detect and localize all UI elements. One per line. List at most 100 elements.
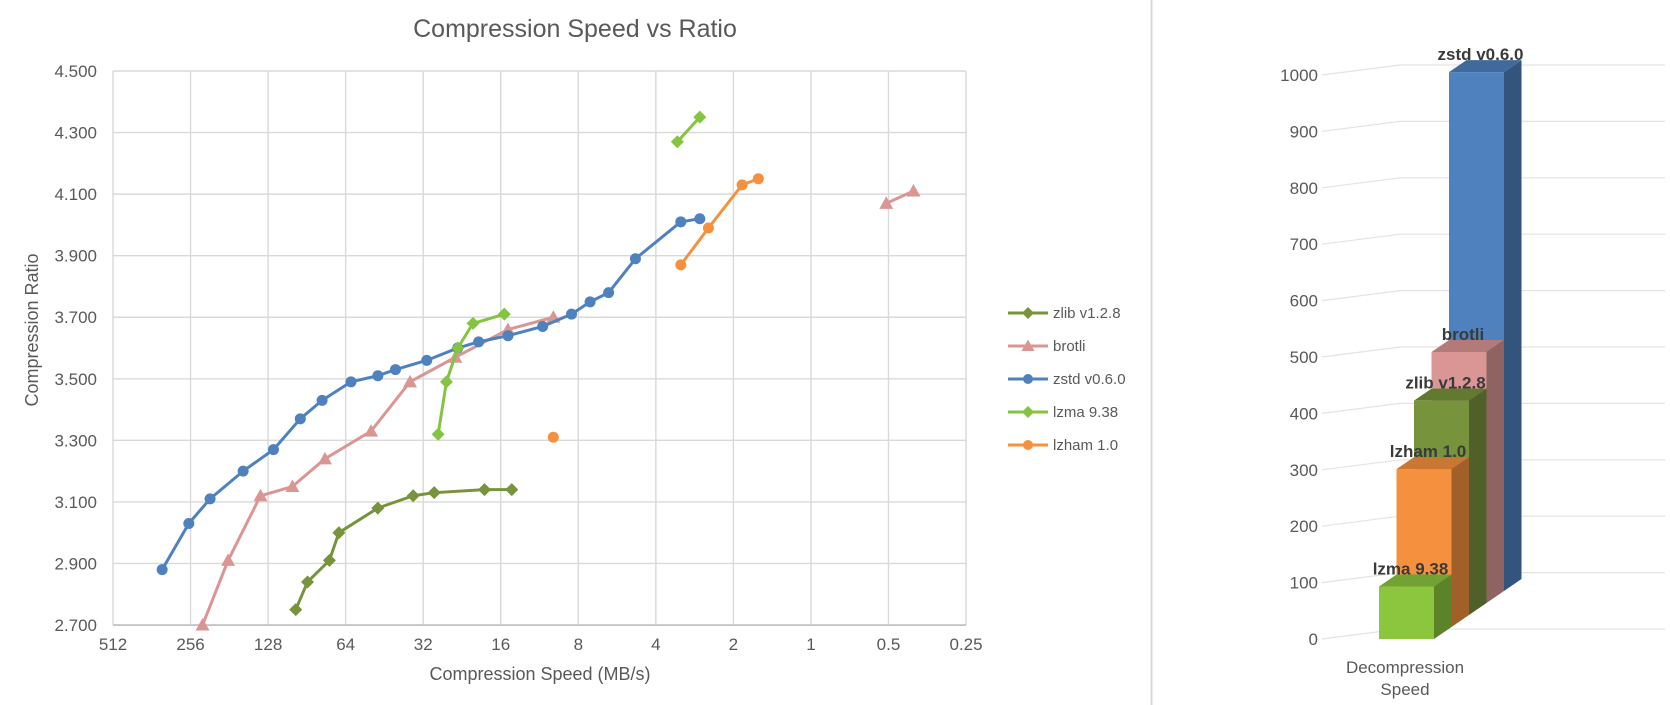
bar-gridlines [1321, 64, 1665, 640]
data-point-marker [547, 431, 559, 443]
bar-y-tick-label: 0 [1309, 630, 1318, 649]
data-point-marker [332, 526, 346, 540]
x-tick-label: 64 [336, 635, 355, 654]
scatter-tick-labels: 512 256 128 64 32 16 8 4 2 1 0.5 0.25 2.700 2.900 3.10… [54, 62, 982, 654]
data-point-marker [497, 307, 511, 321]
bar-y-tick-label: 100 [1290, 574, 1318, 593]
bar-gridline [1321, 628, 1665, 640]
bar-side-face [1451, 457, 1469, 627]
y-tick-label: 3.700 [54, 308, 97, 327]
x-tick-label: 128 [254, 635, 282, 654]
data-point-marker [736, 179, 748, 191]
legend-item-brotli: brotli [1008, 338, 1086, 355]
x-tick-label: 256 [176, 635, 204, 654]
x-tick-label: 512 [99, 635, 127, 654]
data-point-marker [317, 451, 332, 465]
data-point-marker [195, 618, 210, 631]
bar-gridline [1321, 177, 1665, 189]
legend-item-lzham-1-0: lzham 1.0 [1008, 437, 1118, 454]
data-point-marker [439, 375, 453, 389]
bar-x-axis-label-line1: Decompression [1346, 658, 1464, 677]
series-lzma-9-38 [431, 110, 707, 441]
y-tick-label: 3.300 [54, 431, 97, 450]
bar-gridline [1321, 290, 1665, 302]
x-tick-label: 1 [806, 635, 815, 654]
data-point-marker [879, 196, 894, 209]
y-tick-label: 2.900 [54, 554, 97, 573]
legend-item-zlib-v1-2-8: zlib v1.2.8 [1008, 305, 1121, 322]
y-tick-label: 4.500 [54, 62, 97, 81]
bar-top-face [1431, 340, 1504, 353]
data-point-marker [752, 173, 764, 185]
bar-category-label: brotli [1442, 325, 1485, 344]
data-point-marker [702, 222, 714, 234]
bar-top-face [1396, 457, 1469, 470]
bar-gridline [1321, 64, 1665, 76]
data-point-marker [322, 553, 336, 567]
data-point-marker [421, 354, 433, 366]
bar-side-face [1486, 340, 1504, 603]
x-tick-label: 16 [491, 635, 510, 654]
data-point-marker [289, 603, 303, 617]
x-tick-label: 0.25 [950, 635, 983, 654]
bar-category-label: zlib v1.2.8 [1405, 374, 1485, 393]
bar-y-tick-label: 200 [1290, 517, 1318, 536]
data-point-marker [1022, 406, 1034, 418]
x-tick-label: 32 [414, 635, 433, 654]
data-point-marker [505, 483, 519, 497]
data-point-marker [372, 370, 384, 382]
data-point-marker [294, 413, 306, 425]
data-point-marker [253, 488, 268, 502]
bar-gridline [1321, 346, 1665, 358]
legend-label: lzham 1.0 [1053, 437, 1118, 454]
data-point-marker [675, 259, 687, 271]
x-tick-label: 0.5 [877, 635, 901, 654]
bar-y-tick-label: 900 [1290, 122, 1318, 141]
bar-side-face [1434, 574, 1452, 639]
data-point-marker [466, 316, 480, 330]
series-line [294, 488, 512, 611]
data-point-marker [906, 184, 921, 197]
bar-lzma-9-38 [1379, 574, 1452, 639]
data-point-marker [537, 320, 549, 332]
bar-category-label: zstd v0.6.0 [1438, 45, 1524, 64]
data-point-marker [675, 216, 687, 228]
legend-label: zstd v0.6.0 [1053, 371, 1126, 388]
data-point-marker [204, 493, 216, 505]
data-point-marker [301, 575, 315, 589]
bar-y-tick-label: 600 [1290, 292, 1318, 311]
data-point-marker [694, 213, 706, 225]
x-tick-label: 8 [574, 635, 583, 654]
x-tick-label: 4 [651, 635, 660, 654]
series-lzham-1-0 [547, 173, 764, 443]
scatter-title: Compression Speed vs Ratio [413, 15, 737, 43]
bar-y-tick-label: 1000 [1280, 66, 1318, 85]
data-point-marker [371, 501, 385, 515]
legend-label: brotli [1053, 338, 1086, 355]
scatter-legend: zlib v1.2.8 brotli zstd v0.6.0 lzma 9.38 lzh… [1008, 305, 1126, 454]
bar-side-face [1504, 60, 1522, 592]
data-point-marker [345, 376, 357, 388]
bar-front-face [1379, 586, 1434, 639]
bar-top-face [1379, 574, 1452, 587]
legend-label: lzma 9.38 [1053, 404, 1118, 421]
bar-x-axis-label-line2: Speed [1380, 680, 1429, 699]
series-line [436, 312, 505, 435]
data-point-marker [285, 479, 300, 493]
scatter-y-axis-title: Compression Ratio [22, 253, 42, 406]
bar-y-tick-label: 800 [1290, 179, 1318, 198]
series-line [160, 217, 701, 571]
bar-y-tick-label: 700 [1290, 235, 1318, 254]
data-point-marker [221, 553, 236, 566]
data-point-marker [1023, 440, 1033, 450]
bar-gridline [1321, 459, 1665, 471]
data-point-marker [316, 394, 328, 406]
bar-y-tick-label: 500 [1290, 348, 1318, 367]
data-point-marker [364, 424, 379, 437]
legend-label: zlib v1.2.8 [1053, 305, 1121, 322]
bar-side-face [1469, 388, 1487, 615]
data-point-marker [1023, 374, 1033, 384]
data-point-marker [603, 287, 615, 299]
